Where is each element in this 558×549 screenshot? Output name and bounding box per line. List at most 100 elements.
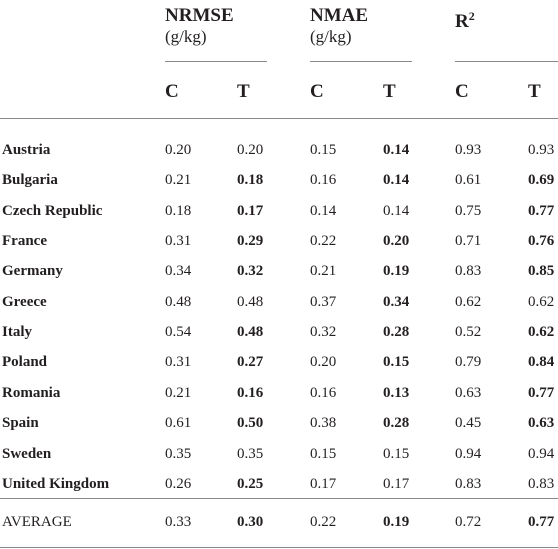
cell-nrmse-c: 0.21 xyxy=(165,385,192,401)
country-label: Sweden xyxy=(2,446,52,462)
country-label: Poland xyxy=(2,354,48,370)
subheader-nmae-t: T xyxy=(383,81,396,102)
cell-nmae-c: 0.15 xyxy=(310,142,337,158)
table-row: Greece 0.48 0.48 0.37 0.34 0.62 0.62 xyxy=(0,292,558,312)
cell-nmae-c: 0.14 xyxy=(310,203,337,219)
cell-nmae-t: 0.19 xyxy=(383,263,410,279)
cell-nrmse-c: 0.54 xyxy=(165,324,192,340)
cell-nmae-t: 0.15 xyxy=(383,354,410,370)
cell-nrmse-c: 0.61 xyxy=(165,415,192,431)
cell-nmae-t: 0.13 xyxy=(383,385,410,401)
cell-r2-c: 0.94 xyxy=(455,446,482,462)
cell-nrmse-c: 0.34 xyxy=(165,263,192,279)
cell-nmae-c: 0.16 xyxy=(310,385,337,401)
cell-nrmse-c: 0.26 xyxy=(165,476,192,492)
table-row: Sweden 0.35 0.35 0.15 0.15 0.94 0.94 xyxy=(0,444,558,464)
header-r2-base: R xyxy=(455,11,469,32)
cell-nrmse-t: 0.35 xyxy=(237,446,264,462)
cell-nrmse-t: 0.20 xyxy=(237,142,264,158)
cell-r2-t: 0.84 xyxy=(528,354,555,370)
cell-nrmse-c: 0.18 xyxy=(165,203,192,219)
table-row: Romania 0.21 0.16 0.16 0.13 0.63 0.77 xyxy=(0,383,558,403)
cell-nmae-t: 0.28 xyxy=(383,324,410,340)
cell-nrmse-c: 0.31 xyxy=(165,233,192,249)
country-label: France xyxy=(2,233,47,249)
subheader-r2-c: C xyxy=(455,81,469,102)
average-nrmse-t: 0.30 xyxy=(237,514,264,530)
cell-nrmse-t: 0.16 xyxy=(237,385,264,401)
average-r2-c: 0.72 xyxy=(455,514,482,530)
cell-nrmse-c: 0.48 xyxy=(165,294,192,310)
cell-nmae-c: 0.17 xyxy=(310,476,337,492)
table-row: United Kingdom 0.26 0.25 0.17 0.17 0.83 0.83 xyxy=(0,474,558,494)
group-rule-nmae xyxy=(310,61,412,62)
cell-nmae-t: 0.34 xyxy=(383,294,410,310)
cell-nmae-t: 0.15 xyxy=(383,446,410,462)
bottom-rule xyxy=(0,547,558,548)
header-nrmse: NRMSE xyxy=(165,5,234,26)
average-nrmse-c: 0.33 xyxy=(165,514,192,530)
average-row: AVERAGE 0.33 0.30 0.22 0.19 0.72 0.77 xyxy=(0,512,558,532)
country-label: Romania xyxy=(2,385,61,401)
cell-nrmse-t: 0.18 xyxy=(237,172,264,188)
average-r2-t: 0.77 xyxy=(528,514,555,530)
cell-r2-t: 0.94 xyxy=(528,446,555,462)
subheader-nmae-c: C xyxy=(310,81,324,102)
table-row: Czech Republic 0.18 0.17 0.14 0.14 0.75 0.77 xyxy=(0,201,558,221)
cell-r2-t: 0.83 xyxy=(528,476,555,492)
cell-nmae-c: 0.15 xyxy=(310,446,337,462)
cell-r2-t: 0.93 xyxy=(528,142,555,158)
cell-nrmse-t: 0.29 xyxy=(237,233,264,249)
table-row: Germany 0.34 0.32 0.21 0.19 0.83 0.85 xyxy=(0,261,558,281)
header-r2: R2 xyxy=(455,6,475,32)
header-r2-sup: 2 xyxy=(468,9,475,23)
subheader-r2-t: T xyxy=(528,81,541,102)
cell-nmae-c: 0.32 xyxy=(310,324,337,340)
table-row: Italy 0.54 0.48 0.32 0.28 0.52 0.62 xyxy=(0,322,558,342)
cell-r2-c: 0.93 xyxy=(455,142,482,158)
cell-nmae-c: 0.16 xyxy=(310,172,337,188)
cell-nrmse-t: 0.48 xyxy=(237,294,264,310)
cell-nmae-t: 0.20 xyxy=(383,233,410,249)
cell-nrmse-c: 0.35 xyxy=(165,446,192,462)
cell-r2-c: 0.79 xyxy=(455,354,482,370)
table-row: Poland 0.31 0.27 0.20 0.15 0.79 0.84 xyxy=(0,352,558,372)
cell-r2-c: 0.62 xyxy=(455,294,482,310)
header-rule xyxy=(0,118,558,119)
country-label: Bulgaria xyxy=(2,172,58,188)
cell-r2-t: 0.63 xyxy=(528,415,555,431)
country-label: Spain xyxy=(2,415,39,431)
cell-r2-c: 0.52 xyxy=(455,324,482,340)
cell-nmae-t: 0.14 xyxy=(383,172,410,188)
cell-nmae-c: 0.37 xyxy=(310,294,337,310)
country-label: Germany xyxy=(2,263,63,279)
table-row: Bulgaria 0.21 0.18 0.16 0.14 0.61 0.69 xyxy=(0,170,558,190)
cell-r2-t: 0.77 xyxy=(528,203,555,219)
cell-r2-c: 0.61 xyxy=(455,172,482,188)
cell-nrmse-t: 0.27 xyxy=(237,354,264,370)
country-label: Italy xyxy=(2,324,32,340)
cell-nmae-c: 0.38 xyxy=(310,415,337,431)
table-row: France 0.31 0.29 0.22 0.20 0.71 0.76 xyxy=(0,231,558,251)
table-row: Spain 0.61 0.50 0.38 0.28 0.45 0.63 xyxy=(0,413,558,433)
cell-nrmse-c: 0.31 xyxy=(165,354,192,370)
group-rule-nrmse xyxy=(165,61,267,62)
cell-r2-t: 0.62 xyxy=(528,324,555,340)
country-label: Austria xyxy=(2,142,51,158)
country-label: Czech Republic xyxy=(2,203,103,219)
cell-r2-t: 0.76 xyxy=(528,233,555,249)
cell-nmae-c: 0.22 xyxy=(310,233,337,249)
cell-r2-c: 0.63 xyxy=(455,385,482,401)
average-nmae-t: 0.19 xyxy=(383,514,410,530)
country-label: Greece xyxy=(2,294,47,310)
cell-nmae-t: 0.17 xyxy=(383,476,410,492)
group-rule-r2 xyxy=(455,61,558,62)
average-nmae-c: 0.22 xyxy=(310,514,337,530)
cell-nrmse-t: 0.32 xyxy=(237,263,264,279)
cell-nmae-t: 0.14 xyxy=(383,203,410,219)
subheader-nrmse-t: T xyxy=(237,81,250,102)
table-row: Austria 0.20 0.20 0.15 0.14 0.93 0.93 xyxy=(0,140,558,160)
cell-r2-c: 0.45 xyxy=(455,415,482,431)
cell-nrmse-t: 0.50 xyxy=(237,415,264,431)
